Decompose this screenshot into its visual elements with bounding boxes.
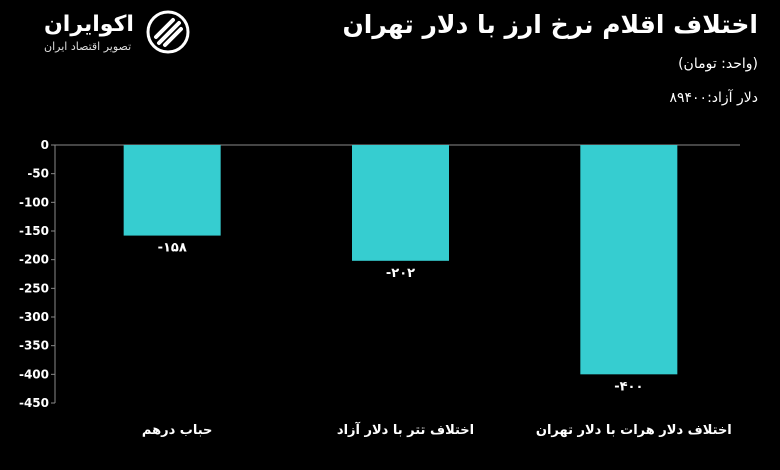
chart-title: اختلاف اقلام نرخ ارز با دلار تهران (342, 10, 758, 39)
logo-mark-icon (146, 10, 190, 54)
y-tick-label: -250 (19, 281, 49, 295)
y-tick-label: 0 (41, 138, 49, 152)
bars-layer (123, 145, 678, 375)
y-tick-label: -150 (19, 224, 49, 238)
data-label: -۱۵۸ (158, 241, 187, 256)
y-tick-label: -400 (19, 367, 49, 381)
category-label: اختلاف تتر با دلار آزاد (337, 421, 474, 438)
bar (580, 145, 678, 375)
y-tick-label: -50 (27, 167, 49, 181)
y-tick-label: -300 (19, 310, 49, 324)
y-tick-label: -200 (19, 253, 49, 267)
y-tick-label: -100 (19, 195, 49, 209)
category-label: حباب درهم (142, 423, 213, 438)
free-dollar-rate: دلار آزاد:۸۹۴۰۰ (669, 90, 758, 106)
logo: اکوایران تصویر اقتصاد ایران (14, 8, 194, 56)
chart-unit: (واحد: تومان) (678, 56, 758, 72)
bar (352, 145, 449, 261)
y-tick-label: -450 (19, 396, 49, 410)
category-label: اختلاف دلار هرات با دلار تهران (536, 423, 732, 438)
data-label: -۲۰۲ (386, 266, 415, 281)
logo-name: اکوایران (44, 12, 134, 37)
labels-layer: -۱۵۸ حباب درهم -۲۰۲ اختلاف تتر با دلار آزاد… (142, 241, 732, 438)
bar (123, 145, 221, 236)
y-tick-label: -350 (19, 339, 49, 353)
logo-tagline: تصویر اقتصاد ایران (44, 40, 132, 53)
data-label: -۴۰۰ (614, 379, 643, 394)
